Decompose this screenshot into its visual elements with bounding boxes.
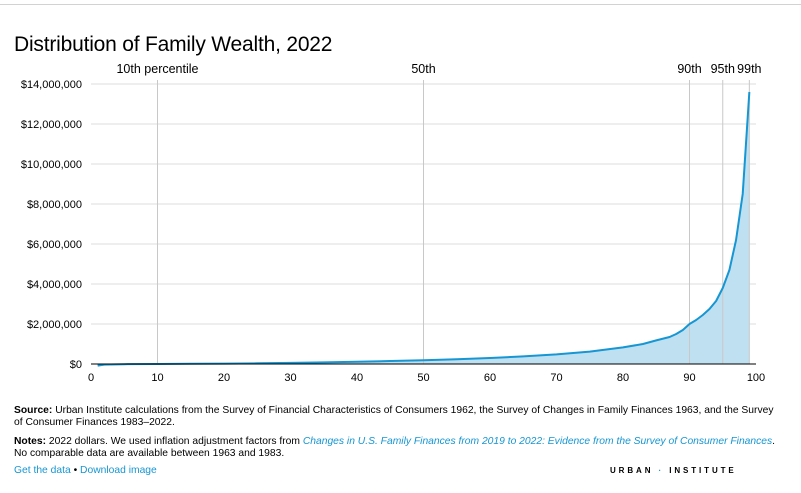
y-tick-label: $10,000,000: [21, 159, 82, 171]
x-tick-label: 20: [218, 372, 230, 384]
y-tick-label: $8,000,000: [27, 199, 82, 211]
percentile-label: 95th: [711, 62, 735, 76]
x-tick-label: 90: [683, 372, 695, 384]
get-data-link[interactable]: Get the data: [14, 465, 71, 476]
x-tick-label: 70: [550, 372, 562, 384]
percentile-label: 99th: [737, 62, 761, 76]
y-tick-label: $14,000,000: [21, 79, 82, 91]
urban-institute-logo: URBAN · INSTITUTE: [610, 466, 737, 475]
y-tick-label: $6,000,000: [27, 239, 82, 251]
report-link[interactable]: Changes in U.S. Family Finances from 201…: [302, 436, 773, 447]
y-tick-label: $2,000,000: [27, 319, 82, 331]
percentile-label: 50th: [411, 62, 435, 76]
x-tick-label: 100: [747, 372, 765, 384]
x-tick-label: 50: [417, 372, 429, 384]
logo-dot: ·: [658, 466, 665, 475]
top-divider: [0, 4, 801, 5]
x-tick-label: 30: [284, 372, 296, 384]
source-note: Source: Urban Institute calculations fro…: [14, 405, 784, 429]
chart-title: Distribution of Family Wealth, 2022: [14, 33, 333, 56]
percentile-label: 10th percentile: [116, 62, 198, 76]
x-tick-label: 80: [617, 372, 629, 384]
x-tick-label: 0: [88, 372, 94, 384]
source-label: Source:: [14, 405, 53, 416]
source-text: Urban Institute calculations from the Su…: [14, 405, 774, 428]
download-image-link[interactable]: Download image: [80, 465, 157, 476]
notes-text-end: . No comparable data are available betwe…: [14, 436, 776, 459]
x-tick-label: 60: [484, 372, 496, 384]
y-tick-label: $12,000,000: [21, 119, 82, 131]
x-tick-label: 40: [351, 372, 363, 384]
wealth-area: [97, 92, 750, 366]
logo-word-urban: URBAN: [610, 466, 654, 475]
logo-word-institute: INSTITUTE: [669, 466, 737, 475]
x-tick-label: 10: [151, 372, 163, 384]
notes: Notes: 2022 dollars. We used inflation a…: [14, 436, 784, 460]
y-tick-label: $4,000,000: [27, 279, 82, 291]
percentile-label: 90th: [677, 62, 701, 76]
notes-label: Notes:: [14, 436, 47, 447]
notes-text: 2022 dollars. We used inflation adjustme…: [46, 436, 303, 447]
chart: $0 $2,000,000 $4,000,000 $6,000,000 $8,000,0…: [21, 62, 765, 384]
bullet-separator: •: [73, 465, 78, 476]
y-tick-label: $0: [70, 359, 82, 371]
footer-links: Get the data • Download image: [14, 465, 157, 476]
